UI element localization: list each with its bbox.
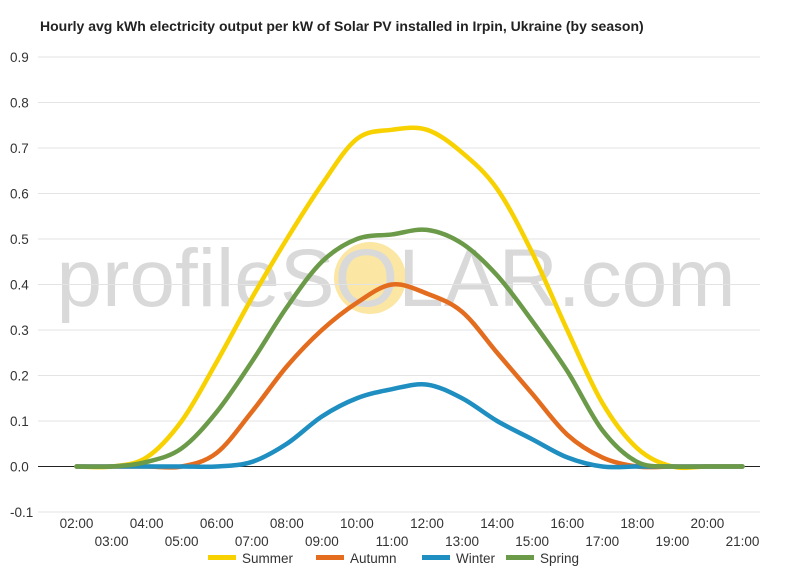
y-tick-label: -0.1	[10, 505, 33, 520]
x-tick-label: 19:00	[655, 534, 689, 549]
x-tick-label: 14:00	[480, 516, 514, 531]
series-line-summer	[74, 125, 745, 471]
watermark-sun-icon	[334, 242, 406, 314]
y-tick-label: 0.1	[10, 414, 29, 429]
y-tick-label: 0.3	[10, 323, 29, 338]
legend-item-autumn[interactable]: Autumn	[316, 551, 397, 566]
x-tick-label: 20:00	[691, 516, 725, 531]
chart-title: Hourly avg kWh electricity output per kW…	[40, 18, 644, 34]
x-tick-label: 13:00	[445, 534, 479, 549]
legend-item-spring[interactable]: Spring	[506, 551, 579, 566]
x-tick-label: 17:00	[585, 534, 619, 549]
legend-label: Winter	[456, 551, 496, 566]
y-tick-label: 0.2	[10, 369, 29, 384]
x-tick-label: 02:00	[60, 516, 94, 531]
x-tick-label: 18:00	[620, 516, 654, 531]
legend-label: Summer	[242, 551, 294, 566]
legend-label: Autumn	[350, 551, 397, 566]
x-tick-label: 21:00	[726, 534, 760, 549]
y-tick-label: 0.0	[10, 460, 29, 475]
x-tick-label: 09:00	[305, 534, 339, 549]
x-tick-label: 05:00	[165, 534, 199, 549]
watermark: profileSOLAR.com	[56, 233, 735, 324]
legend[interactable]: Summer Autumn Winter Spring	[208, 551, 579, 566]
x-tick-label: 11:00	[376, 534, 409, 549]
x-tick-label: 04:00	[130, 516, 164, 531]
y-tick-label: 0.4	[10, 278, 29, 293]
x-tick-label: 15:00	[515, 534, 549, 549]
x-tick-label: 12:00	[410, 516, 444, 531]
y-tick-label: 0.5	[10, 232, 29, 247]
x-tick-label: 03:00	[95, 534, 129, 549]
watermark-text: profileSOLAR.com	[56, 233, 735, 324]
legend-item-summer[interactable]: Summer	[208, 551, 294, 566]
legend-item-winter[interactable]: Winter	[422, 551, 496, 566]
x-tick-label: 07:00	[235, 534, 269, 549]
y-axis-ticks: -0.1 0.0 0.1 0.2 0.3 0.4 0.5 0.6 0.7 0.8 0.9	[10, 50, 33, 520]
y-tick-label: 0.9	[10, 50, 29, 65]
series-lines	[74, 125, 745, 471]
x-tick-label: 08:00	[270, 516, 304, 531]
legend-swatch	[208, 555, 236, 560]
x-tick-label: 10:00	[340, 516, 374, 531]
legend-swatch	[422, 555, 450, 560]
legend-swatch	[506, 555, 534, 560]
y-tick-label: 0.7	[10, 141, 29, 156]
y-tick-label: 0.8	[10, 96, 29, 111]
gridlines	[38, 56, 760, 513]
x-tick-label: 06:00	[200, 516, 234, 531]
legend-label: Spring	[540, 551, 579, 566]
x-axis-ticks: 02:0003:0004:0005:0006:0007:0008:0009:00…	[60, 516, 760, 549]
x-tick-label: 16:00	[550, 516, 584, 531]
series-line-winter	[74, 382, 745, 470]
y-tick-label: 0.6	[10, 187, 29, 202]
series-line-spring	[74, 227, 745, 470]
legend-swatch	[316, 555, 344, 560]
